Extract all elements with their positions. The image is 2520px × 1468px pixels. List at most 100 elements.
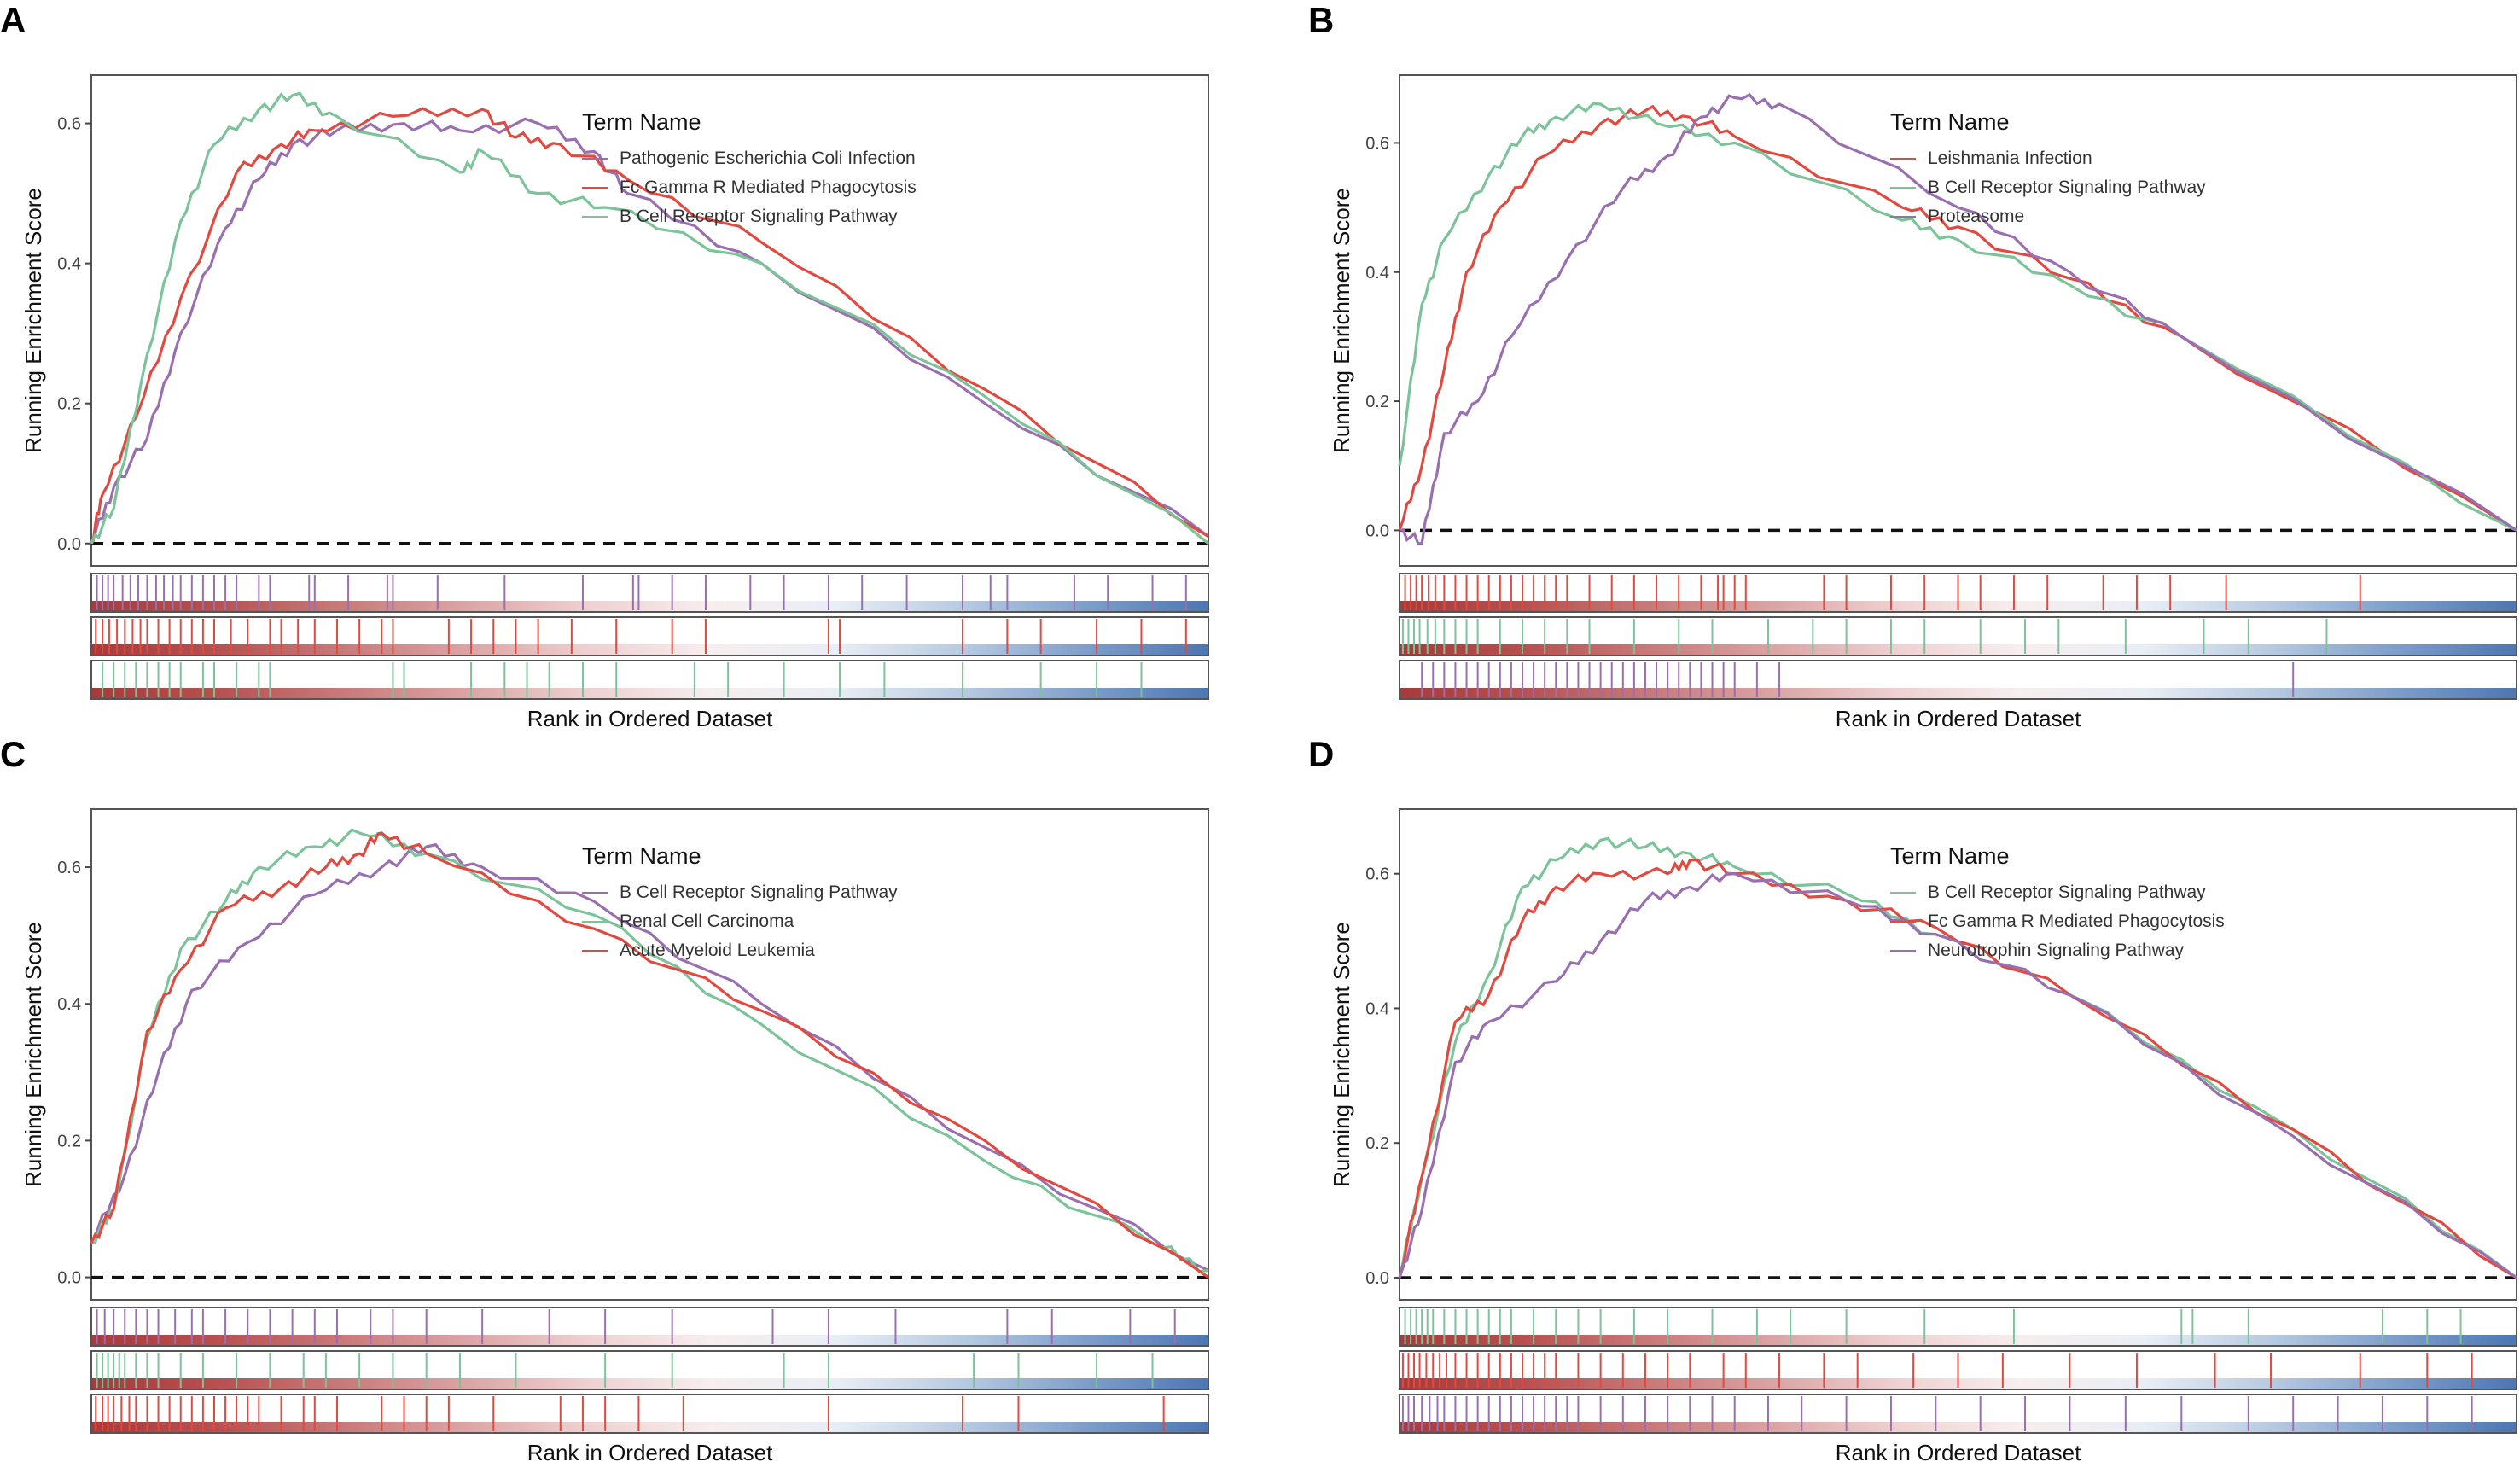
legend-item: Pathogenic Escherichia Coli Infection [582,144,917,173]
legend-item: Fc Gamma R Mediated Phagocytosis [1890,907,2225,936]
legend-label: Neurotrophin Signaling Pathway [1928,941,2185,960]
legend-label: B Cell Receptor Signaling Pathway [1928,883,2206,902]
legend-key [1890,949,1916,952]
legend-item: Neurotrophin Signaling Pathway [1890,936,2225,965]
y-tick-label: 0.2 [1365,1134,1389,1153]
legend-item: Fc Gamma R Mediated Phagocytosis [582,173,917,202]
rank-color-band [1400,1422,2516,1432]
legend-item: Proteasome [1890,202,2206,231]
y-axis-label: Running Enrichment Score [20,922,46,1187]
legend-item: Leishmania Infection [1890,144,2206,173]
series-line-red [90,107,1209,545]
legend-key [1890,891,1916,894]
rank-color-band [92,1378,1208,1389]
enrichment-plot: 0.0 0.2 0.4 0.6 Running Enrichment Score Rank… [20,74,1210,731]
legend-title: Term Name [1890,843,2010,869]
gene-hit-strip [1399,616,2517,656]
gene-hit-strip [90,1350,1209,1390]
legend-key [1890,920,1916,923]
y-tick-label: 0.0 [1365,521,1389,540]
rank-color-band [92,688,1208,698]
y-axis-label: Running Enrichment Score [1329,922,1354,1187]
rank-color-band [1400,1335,2516,1345]
legend-key [582,891,608,894]
series-line-purple [1399,92,2517,545]
y-tick-label: 0.6 [1365,865,1389,884]
legend-item: B Cell Receptor Signaling Pathway [1890,173,2206,202]
legend-label: Pathogenic Escherichia Coli Infection [620,149,916,168]
enrichment-plot: 0.0 0.2 0.4 0.6 Running Enrichment Score Rank… [1329,74,2517,731]
enrichment-plot: 0.0 0.2 0.4 0.6 Running Enrichment Score Rank… [20,808,1209,1465]
legend-title: Term Name [582,109,701,135]
y-tick-label: 0.4 [57,995,81,1014]
gene-hit-strip [1399,1394,2517,1434]
y-tick-label: 0.2 [57,395,81,414]
rank-color-band [92,601,1208,611]
y-tick-label: 0.2 [1365,393,1389,411]
y-tick-label: 0.4 [1365,264,1389,283]
legend-key [1890,215,1916,218]
legend-key [582,215,608,218]
legend-item: Renal Cell Carcinoma [582,907,898,936]
series-line-purple [90,117,1209,545]
legend-key [1890,186,1916,189]
gene-hit-strip [90,573,1209,613]
legend-key [582,186,608,189]
legend: Term Name Pathogenic Escherichia Coli Inf… [582,109,917,231]
panel-label: B [1308,0,1335,40]
legend-item: B Cell Receptor Signaling Pathway [582,878,898,907]
legend-label: B Cell Receptor Signaling Pathway [620,207,898,226]
legend-item: B Cell Receptor Signaling Pathway [582,202,917,231]
series-line-green [90,91,1210,545]
gene-hit-strip [90,660,1209,700]
legend-key [582,157,608,160]
series-line-red [1398,858,2517,1279]
series-line-purple [90,842,1209,1273]
legend-label: B Cell Receptor Signaling Pathway [620,883,898,902]
plot-frame [1399,74,2517,567]
legend-title: Term Name [582,843,701,869]
legend-key [1890,157,1916,160]
legend-item: Acute Myeloid Leukemia [582,936,898,965]
legend: Term Name B Cell Receptor Signaling Pathw… [1890,843,2225,965]
panel-d: D 0.0 0.2 0.4 0.6 Running Enrichment Score Ran… [1308,734,2520,1468]
gene-hit-strip [90,616,1209,656]
legend-label: Fc Gamma R Mediated Phagocytosis [620,178,917,197]
legend: Term Name B Cell Receptor Signaling Pathw… [582,843,898,965]
panel-label: D [1308,734,1335,774]
y-axis-label: Running Enrichment Score [20,188,46,453]
gene-hit-strip [1399,660,2517,700]
plot-frame [1399,808,2517,1301]
panel-b: B 0.0 0.2 0.4 0.6 Running Enrichment Score Ran… [1308,0,2520,734]
y-tick-label: 0.0 [57,1269,81,1288]
series-line-red [90,831,1209,1279]
panel-a: A 0.0 0.2 0.4 0.6 Running Enrichment Score Ran… [0,0,1260,734]
legend-key [582,949,608,952]
legend-label: B Cell Receptor Signaling Pathway [1928,178,2206,197]
gene-hit-strip [1399,1307,2517,1347]
x-axis-label: Rank in Ordered Dataset [1836,706,2081,731]
gene-hit-strip [90,1307,1209,1347]
rank-color-band [92,1422,1208,1432]
panel-label: C [0,734,26,774]
gene-hit-strip [1399,573,2517,613]
legend-label: Leishmania Infection [1928,149,2092,168]
series-line-purple [1398,871,2517,1279]
plot-frame [90,74,1209,567]
y-tick-label: 0.6 [57,115,81,134]
y-tick-label: 0.6 [1365,134,1389,153]
legend-key [582,920,608,923]
y-tick-label: 0.0 [1365,1269,1389,1288]
x-axis-label: Rank in Ordered Dataset [1836,1440,2081,1465]
gene-hit-strip [1399,1350,2517,1390]
panel-label: A [0,0,26,40]
y-tick-label: 0.4 [1365,999,1389,1018]
rank-color-band [92,1335,1208,1345]
y-tick-label: 0.6 [57,859,81,877]
enrichment-plot: 0.0 0.2 0.4 0.6 Running Enrichment Score Rank… [1329,808,2517,1465]
panel-c: C 0.0 0.2 0.4 0.6 Running Enrichment Score Ran… [0,734,1260,1468]
gene-hit-strip [90,1394,1209,1434]
legend-label: Acute Myeloid Leukemia [620,941,815,960]
legend-label: Proteasome [1928,207,2025,226]
x-axis-label: Rank in Ordered Dataset [527,706,773,731]
